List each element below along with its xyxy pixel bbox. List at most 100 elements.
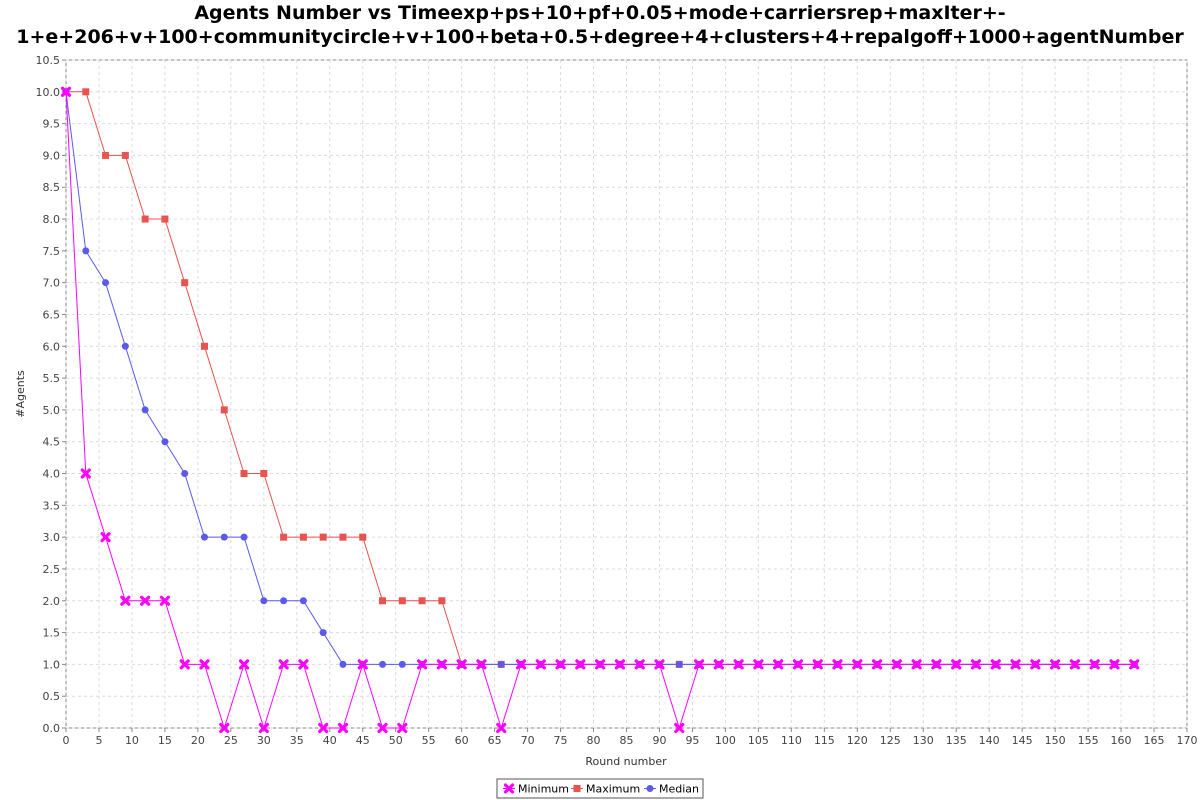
plot-area (66, 60, 1187, 728)
data-point-maximum (280, 534, 287, 541)
x-tick-label: 90 (652, 734, 666, 747)
data-point-median (379, 661, 386, 668)
data-point-median (339, 661, 346, 668)
y-tick-label: 5.5 (43, 372, 61, 385)
y-tick-label: 9.5 (43, 118, 61, 131)
x-tick-label: 165 (1144, 734, 1165, 747)
x-tick-label: 5 (95, 734, 102, 747)
data-point-maximum (339, 534, 346, 541)
x-tick-label: 20 (191, 734, 205, 747)
data-point-maximum (142, 216, 149, 223)
data-point-median (280, 597, 287, 604)
data-point-median (142, 406, 149, 413)
x-tick-label: 75 (554, 734, 568, 747)
y-tick-label: 0.0 (43, 722, 61, 735)
legend-marker-maximum (574, 785, 581, 792)
x-tick-label: 130 (913, 734, 934, 747)
x-tick-label: 155 (1078, 734, 1099, 747)
x-tick-label: 70 (521, 734, 535, 747)
y-tick-label: 5.0 (43, 404, 61, 417)
y-axis-ticks: 0.00.51.01.52.02.53.03.54.04.55.05.56.06… (36, 54, 67, 735)
y-tick-label: 6.0 (43, 340, 61, 353)
x-tick-label: 115 (814, 734, 835, 747)
x-axis-label: Round number (585, 755, 667, 768)
data-point-maximum (102, 152, 109, 159)
x-tick-label: 150 (1045, 734, 1066, 747)
legend-marker-median (647, 785, 654, 792)
data-point-maximum (300, 534, 307, 541)
y-tick-label: 9.0 (43, 149, 61, 162)
data-point-median (320, 629, 327, 636)
y-tick-label: 2.5 (43, 563, 61, 576)
x-tick-label: 110 (781, 734, 802, 747)
x-tick-label: 60 (455, 734, 469, 747)
x-tick-label: 35 (290, 734, 304, 747)
data-point-median (102, 279, 109, 286)
x-tick-label: 100 (715, 734, 736, 747)
data-point-median (122, 343, 129, 350)
x-tick-label: 140 (979, 734, 1000, 747)
data-point-maximum (122, 152, 129, 159)
x-tick-label: 170 (1177, 734, 1198, 747)
data-point-maximum (201, 343, 208, 350)
data-point-maximum (438, 597, 445, 604)
x-tick-label: 0 (63, 734, 70, 747)
x-tick-label: 55 (422, 734, 436, 747)
x-tick-label: 30 (257, 734, 271, 747)
data-point-median (399, 661, 406, 668)
x-axis-ticks: 0 5 10 15 20 25 30 35 40 45 50 55 60 65 70 75 80 85 90 95 10… (63, 728, 1198, 747)
data-point-median (300, 597, 307, 604)
x-tick-label: 50 (389, 734, 403, 747)
x-tick-label: 25 (224, 734, 238, 747)
y-tick-label: 0.5 (43, 690, 61, 703)
x-tick-label: 120 (847, 734, 868, 747)
legend-label-median: Median (659, 783, 699, 796)
x-tick-label: 95 (685, 734, 699, 747)
data-point-maximum (379, 597, 386, 604)
y-tick-label: 1.0 (43, 658, 61, 671)
data-point-maximum (359, 534, 366, 541)
data-point-maximum (260, 470, 267, 477)
data-point-median (676, 661, 683, 668)
y-tick-label: 1.5 (43, 627, 61, 640)
data-point-maximum (419, 597, 426, 604)
data-point-median (161, 438, 168, 445)
y-tick-label: 3.5 (43, 499, 61, 512)
x-tick-label: 160 (1111, 734, 1132, 747)
y-tick-label: 7.0 (43, 277, 61, 290)
x-tick-label: 45 (356, 734, 370, 747)
data-point-maximum (399, 597, 406, 604)
x-tick-label: 10 (125, 734, 139, 747)
data-point-maximum (241, 470, 248, 477)
x-tick-label: 85 (620, 734, 634, 747)
data-point-maximum (161, 216, 168, 223)
data-point-median (201, 534, 208, 541)
data-point-median (221, 534, 228, 541)
x-tick-label: 40 (323, 734, 337, 747)
x-tick-label: 145 (1012, 734, 1033, 747)
y-tick-label: 4.5 (43, 436, 61, 449)
y-tick-label: 7.5 (43, 245, 61, 258)
data-point-median (498, 661, 505, 668)
x-tick-label: 105 (748, 734, 769, 747)
y-tick-label: 2.0 (43, 595, 61, 608)
y-tick-label: 6.5 (43, 308, 61, 321)
y-axis-label: #Agents (14, 370, 27, 418)
y-tick-label: 10.5 (36, 54, 61, 67)
data-point-maximum (320, 534, 327, 541)
legend-label-minimum: Minimum (518, 783, 569, 796)
data-point-median (241, 534, 248, 541)
x-tick-label: 135 (946, 734, 967, 747)
data-point-maximum (221, 406, 228, 413)
y-tick-label: 10.0 (36, 86, 61, 99)
x-tick-label: 15 (158, 734, 172, 747)
legend: Minimum Maximum Median (497, 779, 703, 798)
data-point-maximum (82, 88, 89, 95)
x-tick-label: 80 (587, 734, 601, 747)
data-point-median (82, 247, 89, 254)
data-point-median (181, 470, 188, 477)
y-tick-label: 3.0 (43, 531, 61, 544)
x-tick-label: 125 (880, 734, 901, 747)
data-point-maximum (181, 279, 188, 286)
